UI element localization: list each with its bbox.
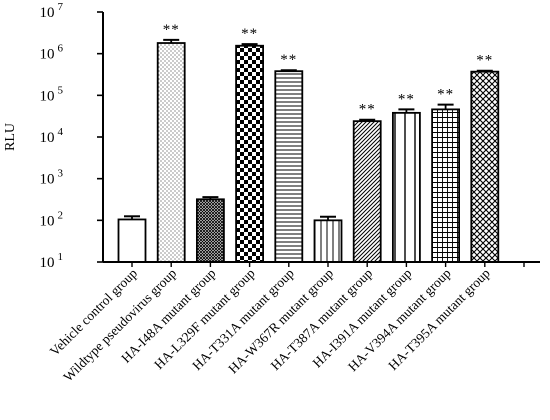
bar — [391, 111, 421, 263]
y-tick-label: 10 1 — [40, 251, 64, 271]
significance-label: ** — [437, 87, 454, 103]
significance-label: ** — [280, 52, 297, 68]
y-tick-label: 10 3 — [40, 168, 64, 188]
significance-label: ** — [476, 53, 493, 69]
y-tick-label: 10 6 — [40, 43, 64, 63]
significance-label: ** — [163, 22, 180, 38]
y-tick-label: 10 4 — [40, 126, 64, 146]
bar — [235, 44, 265, 263]
bar — [313, 219, 343, 263]
significance-label: ** — [359, 102, 376, 118]
y-axis-label: RLU — [3, 123, 18, 151]
bar — [156, 42, 186, 263]
bar — [274, 70, 304, 263]
bars: ** ** ** ** ** ** ** — [117, 22, 500, 263]
bar — [195, 198, 225, 263]
y-tick-label: 10 5 — [40, 84, 64, 104]
axes — [102, 12, 540, 263]
y-tick-label: 10 7 — [40, 1, 64, 21]
y-tick-label: 10 2 — [40, 209, 64, 229]
bar — [352, 120, 382, 263]
significance-label: ** — [241, 26, 258, 42]
bar — [117, 218, 147, 263]
bar — [470, 70, 500, 263]
bar — [431, 108, 461, 263]
significance-label: ** — [398, 91, 415, 107]
